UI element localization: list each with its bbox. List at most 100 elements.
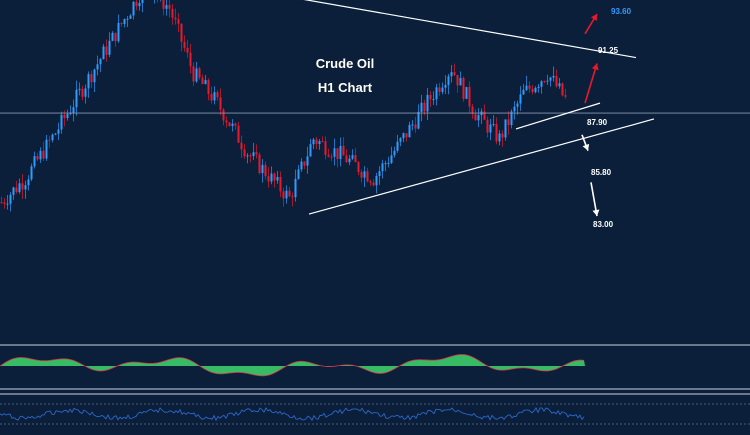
- candle-body: [291, 196, 294, 198]
- candle-body: [546, 80, 549, 82]
- candle-body: [48, 139, 51, 141]
- candle-body: [399, 138, 402, 142]
- candle-body: [348, 158, 351, 163]
- candle-body: [210, 93, 213, 101]
- candle-body: [528, 85, 531, 89]
- candle-body: [201, 77, 204, 85]
- candle-body: [555, 75, 558, 87]
- candle-body: [207, 80, 210, 94]
- candle-body: [84, 88, 87, 97]
- arrow-head-1: [590, 13, 597, 21]
- candle-body: [240, 142, 243, 150]
- candle-body: [198, 68, 201, 78]
- chart-title: Crude Oil: [315, 56, 375, 71]
- candle-body: [375, 176, 378, 186]
- candle-body: [60, 114, 63, 130]
- trendline-upper-resistance: [303, 0, 637, 59]
- rsi-panel: [0, 393, 750, 425]
- candle-body: [384, 163, 387, 165]
- candle-body: [507, 119, 510, 126]
- arrow-head-3: [592, 209, 600, 217]
- candle-body: [270, 173, 273, 182]
- candle-body: [228, 122, 231, 126]
- candle-body: [429, 94, 432, 100]
- candle-body: [0, 202, 3, 204]
- candle-body: [120, 22, 123, 24]
- candle-body: [192, 66, 195, 82]
- candle-body: [54, 133, 57, 135]
- candle-body: [24, 185, 27, 190]
- candle-body: [306, 156, 309, 166]
- candle-body: [234, 123, 237, 126]
- candle-body: [183, 41, 186, 48]
- candle-body: [102, 46, 105, 60]
- candle-body: [462, 77, 465, 99]
- candle-body: [438, 87, 441, 92]
- candle-body: [15, 187, 18, 193]
- candle-body: [123, 19, 126, 24]
- candle-body: [165, 5, 168, 9]
- candle-body: [516, 103, 519, 107]
- candle-body: [519, 94, 522, 104]
- candle-body: [357, 162, 360, 173]
- candle-body: [459, 77, 462, 86]
- candle-body: [531, 88, 534, 93]
- candle-body: [114, 32, 117, 42]
- candle-body: [537, 86, 540, 88]
- candle-body: [444, 84, 447, 88]
- candle-body: [525, 85, 528, 90]
- candle-body: [111, 32, 114, 41]
- candle-body: [225, 120, 228, 123]
- candle-body: [264, 164, 267, 177]
- candle-body: [87, 74, 90, 89]
- candle-body: [267, 176, 270, 182]
- candle-body: [135, 1, 138, 7]
- candle-body: [330, 156, 333, 158]
- candle-body: [339, 146, 342, 159]
- candle-body: [336, 148, 339, 159]
- arrow-head-2: [582, 143, 590, 151]
- candle-body: [447, 76, 450, 85]
- candle-body: [36, 156, 39, 160]
- candle-body: [561, 83, 564, 96]
- candle-body: [99, 59, 102, 65]
- candle-body: [27, 179, 30, 186]
- candles-layer: [0, 0, 567, 212]
- candle-body: [423, 102, 426, 112]
- candle-body: [180, 23, 183, 42]
- candle-body: [186, 47, 189, 53]
- candle-body: [96, 64, 99, 70]
- candle-body: [129, 15, 132, 19]
- price-label-87-90: 87.90: [587, 118, 608, 127]
- candle-body: [255, 152, 258, 155]
- candle-body: [468, 87, 471, 107]
- candle-body: [510, 111, 513, 126]
- candle-body: [18, 183, 21, 193]
- candle-body: [549, 77, 552, 81]
- candle-body: [501, 133, 504, 138]
- candle-body: [300, 161, 303, 170]
- candle-body: [390, 155, 393, 163]
- candle-body: [261, 164, 264, 174]
- arrow-shaft-0: [584, 63, 598, 104]
- candle-body: [195, 68, 198, 82]
- candle-body: [342, 146, 345, 156]
- candle-body: [453, 72, 456, 76]
- candle-body: [564, 95, 567, 97]
- candle-body: [318, 141, 321, 144]
- candle-body: [393, 150, 396, 156]
- candle-body: [12, 187, 15, 195]
- candle-body: [351, 155, 354, 159]
- candle-body: [327, 154, 330, 157]
- candle-body: [477, 115, 480, 121]
- candle-body: [213, 92, 216, 101]
- candle-body: [513, 106, 516, 112]
- candle-body: [246, 155, 249, 157]
- candle-body: [369, 181, 372, 183]
- candle-body: [273, 173, 276, 181]
- candle-body: [402, 133, 405, 139]
- candle-body: [282, 191, 285, 199]
- candle-body: [72, 107, 75, 113]
- candle-body: [312, 139, 315, 145]
